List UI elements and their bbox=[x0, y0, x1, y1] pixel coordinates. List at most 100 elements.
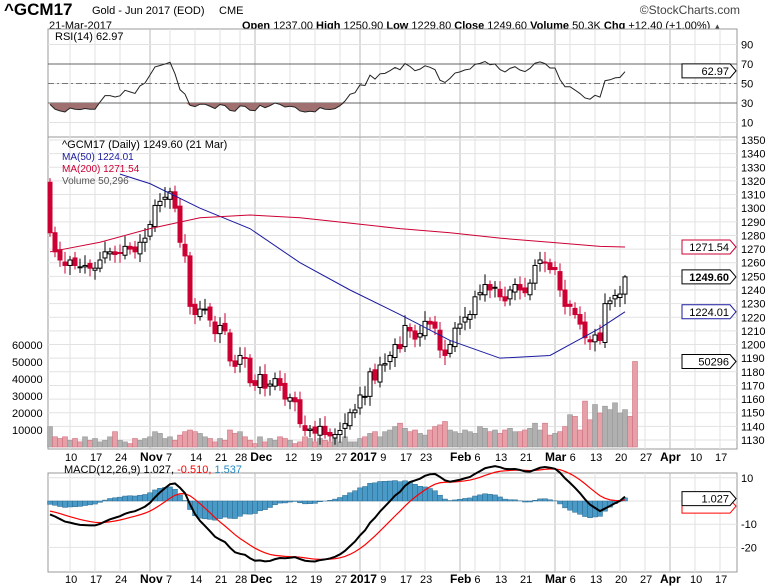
candle-body bbox=[362, 395, 368, 398]
candle-body bbox=[407, 326, 413, 332]
macd-histogram-bar bbox=[267, 500, 273, 508]
x-axis-label: 19 bbox=[310, 574, 322, 586]
rsi-last-tag-box bbox=[681, 63, 737, 79]
volume-bar bbox=[342, 436, 348, 448]
macd-line bbox=[49, 465, 626, 563]
macd-histogram-bar bbox=[142, 494, 148, 502]
volume-bar bbox=[482, 427, 488, 448]
x-axis-label: Mar bbox=[545, 450, 567, 464]
x-axis-label: 21 bbox=[215, 452, 227, 464]
volume-bar bbox=[307, 438, 313, 448]
volume-bar bbox=[252, 443, 258, 448]
volume-bar bbox=[427, 429, 433, 448]
macd-histogram-bar bbox=[92, 500, 98, 505]
volume-bar bbox=[67, 439, 73, 448]
macd-histogram-bar bbox=[137, 494, 143, 502]
x-axis-label: 24 bbox=[115, 574, 127, 586]
volume-tick-label: 30000 bbox=[12, 391, 43, 403]
panel-frame-1 bbox=[47, 136, 738, 450]
macd-histogram-bar bbox=[572, 500, 578, 513]
x-axis-label: 7 bbox=[166, 452, 172, 464]
rsi-last-tag-text: 62.97 bbox=[701, 66, 729, 78]
macd-histogram-bar bbox=[542, 498, 548, 502]
candle-body bbox=[432, 321, 438, 329]
macd-histogram-bar bbox=[47, 500, 53, 505]
macd-histogram-bar bbox=[567, 500, 573, 511]
price-tick-label: 1230 bbox=[741, 299, 765, 311]
macd-histogram-bar bbox=[302, 500, 308, 505]
rsi-tick-label: 50 bbox=[741, 79, 753, 91]
macd-histogram-bar bbox=[467, 497, 473, 502]
x-axis-label: 27 bbox=[640, 574, 652, 586]
rsi-legend: RSI(14) 62.97 bbox=[55, 31, 124, 43]
x-axis-label: 13 bbox=[590, 574, 602, 586]
x-axis-label: 10 bbox=[690, 452, 702, 464]
candle-body bbox=[262, 374, 268, 389]
candle-body bbox=[232, 360, 238, 367]
x-axis-label: 13 bbox=[495, 574, 507, 586]
volume-bar bbox=[72, 438, 78, 448]
macd-histogram-bar bbox=[87, 500, 93, 506]
candle-body bbox=[472, 296, 478, 316]
volume-bar bbox=[612, 402, 618, 448]
candle-body bbox=[417, 333, 423, 338]
volume-bar bbox=[417, 433, 423, 448]
macd-histogram-bar bbox=[62, 500, 68, 508]
volume-bar bbox=[527, 427, 533, 448]
volume-bar bbox=[177, 434, 183, 448]
macd-histogram-bar bbox=[597, 500, 603, 517]
volume-bar bbox=[362, 436, 368, 448]
volume-bar bbox=[52, 436, 58, 448]
price-tick-label: 1200 bbox=[741, 340, 765, 352]
price-tick-label: 1160 bbox=[741, 394, 765, 406]
candle-body bbox=[137, 241, 143, 255]
macd-histogram-bar bbox=[122, 495, 128, 502]
volume-bar bbox=[57, 438, 63, 448]
x-axis-label: 21 bbox=[520, 574, 532, 586]
macd-histogram-bar bbox=[407, 481, 413, 502]
volume-bar bbox=[217, 438, 223, 448]
ma200-legend: MA(200) 1271.54 bbox=[62, 164, 140, 175]
price-legend: ^GCM17 (Daily) 1249.60 (21 Mar) bbox=[62, 139, 228, 151]
macd-histogram-bar bbox=[237, 500, 243, 517]
candle-body bbox=[317, 425, 323, 436]
volume-bar bbox=[617, 412, 623, 448]
macd-last-tag-box bbox=[681, 491, 737, 507]
macd-histogram-bar bbox=[487, 494, 493, 502]
price-tick-label: 1340 bbox=[741, 149, 765, 161]
macd-histogram-bar bbox=[502, 498, 508, 502]
candle-body bbox=[242, 356, 248, 359]
volume-bar bbox=[462, 429, 468, 448]
x-axis-label: 17 bbox=[715, 452, 727, 464]
volume-bar bbox=[487, 431, 493, 448]
candle-body bbox=[387, 354, 393, 363]
price-tick-label: 1290 bbox=[741, 217, 765, 229]
candle-body bbox=[67, 259, 73, 266]
macd-histogram-bar bbox=[67, 500, 73, 508]
macd-histogram-bar bbox=[557, 500, 563, 505]
volume-bar bbox=[472, 433, 478, 448]
macd-histogram-bar bbox=[82, 500, 88, 506]
macd-histogram-bar bbox=[342, 495, 348, 502]
candle-body bbox=[147, 224, 153, 237]
volume-bar bbox=[197, 433, 203, 448]
macd-histogram-bar bbox=[582, 500, 588, 517]
candle-body bbox=[542, 261, 548, 264]
volume-bar bbox=[562, 426, 568, 448]
macd-histogram-bar bbox=[507, 499, 513, 502]
volume-bar bbox=[182, 431, 188, 448]
volume-tick-label: 40000 bbox=[12, 374, 43, 386]
macd-histogram-bar bbox=[562, 500, 568, 509]
volume-bar bbox=[97, 441, 103, 448]
price-tick-label: 1140 bbox=[741, 421, 765, 433]
volume-bar bbox=[202, 436, 208, 448]
macd-histogram-bar bbox=[127, 495, 133, 502]
candle-body bbox=[597, 332, 603, 341]
candle-body bbox=[487, 284, 493, 291]
brand-logo[interactable]: ©StockCharts.com bbox=[639, 3, 740, 17]
candle-body bbox=[112, 251, 118, 256]
volume-bar bbox=[552, 433, 558, 448]
exchange: CME bbox=[219, 5, 244, 17]
volume-bar bbox=[547, 434, 553, 448]
